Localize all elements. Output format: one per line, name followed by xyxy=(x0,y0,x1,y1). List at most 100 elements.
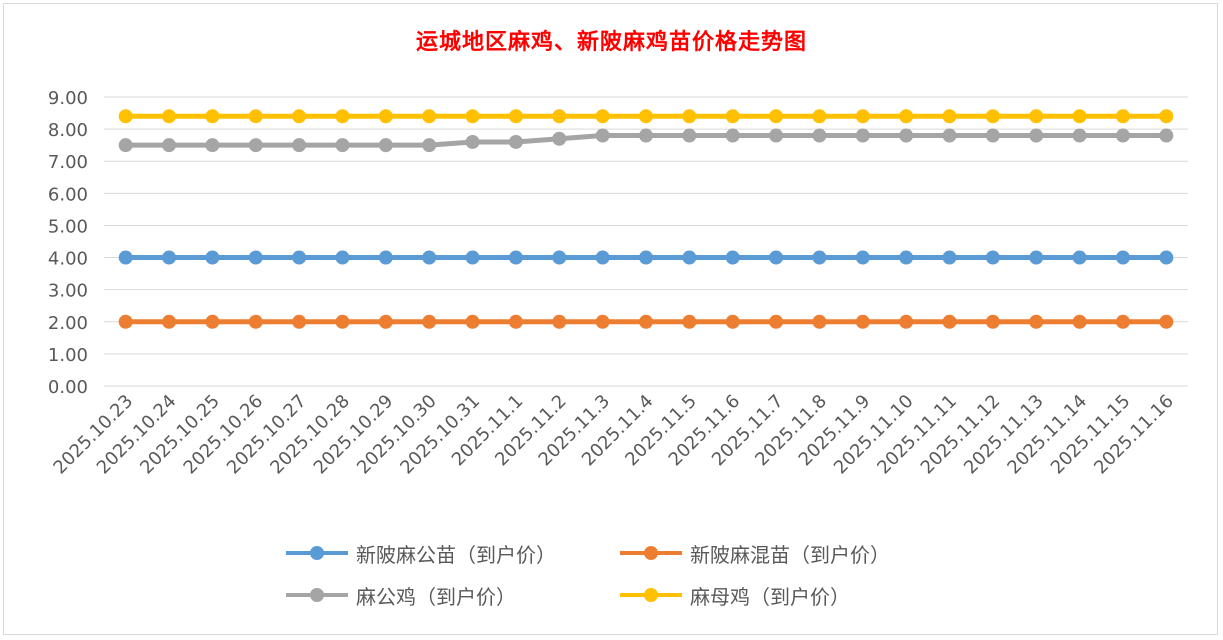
data-point xyxy=(942,128,957,143)
data-point xyxy=(812,250,827,265)
data-point xyxy=(292,138,307,153)
data-point xyxy=(725,250,740,265)
data-point xyxy=(1115,109,1130,124)
data-point xyxy=(552,250,567,265)
data-point xyxy=(769,109,784,124)
legend-label: 新陂麻混苗（到户价） xyxy=(690,542,890,567)
data-point xyxy=(899,128,914,143)
data-point xyxy=(595,314,610,329)
data-point xyxy=(1072,314,1087,329)
data-point xyxy=(1159,128,1174,143)
data-point xyxy=(985,250,1000,265)
data-point xyxy=(812,314,827,329)
data-point xyxy=(162,314,177,329)
data-point xyxy=(248,138,263,153)
legend-swatch xyxy=(286,580,348,610)
data-point xyxy=(508,134,523,149)
data-point xyxy=(422,138,437,153)
legend-item: 新陂麻公苗（到户价） xyxy=(286,538,616,568)
data-point xyxy=(985,109,1000,124)
data-point xyxy=(942,314,957,329)
data-point xyxy=(812,109,827,124)
legend-swatch xyxy=(620,580,682,610)
data-point xyxy=(552,131,567,146)
data-point xyxy=(118,314,133,329)
data-point xyxy=(855,250,870,265)
data-point xyxy=(639,128,653,143)
y-tick-label: 2.00 xyxy=(48,313,88,334)
data-point xyxy=(552,109,567,124)
data-point xyxy=(465,250,480,265)
data-point xyxy=(1115,128,1130,143)
data-point xyxy=(1115,314,1130,329)
y-tick-label: 4.00 xyxy=(48,249,88,270)
data-point xyxy=(1115,250,1130,265)
y-tick-label: 8.00 xyxy=(48,120,88,141)
data-point xyxy=(1072,128,1087,143)
data-point xyxy=(205,250,220,265)
data-point xyxy=(899,314,914,329)
data-point xyxy=(639,109,653,124)
data-point xyxy=(378,250,393,265)
legend-swatch xyxy=(286,538,348,568)
data-point xyxy=(595,128,610,143)
data-point xyxy=(639,250,653,265)
data-point xyxy=(1159,250,1174,265)
legend-swatch xyxy=(620,538,682,568)
data-point xyxy=(985,128,1000,143)
legend-item: 麻公鸡（到户价） xyxy=(286,580,616,610)
data-point xyxy=(769,314,784,329)
data-point xyxy=(422,109,437,124)
data-point xyxy=(378,314,393,329)
data-point xyxy=(855,314,870,329)
legend-label: 新陂麻公苗（到户价） xyxy=(356,542,556,567)
data-point xyxy=(1029,109,1044,124)
chart-frame xyxy=(3,3,1218,635)
data-point xyxy=(1072,109,1087,124)
data-point xyxy=(855,128,870,143)
data-point xyxy=(292,109,307,124)
legend-label: 麻母鸡（到户价） xyxy=(690,584,850,609)
data-point xyxy=(465,109,480,124)
data-point xyxy=(118,109,133,124)
data-point xyxy=(118,138,133,153)
chart-title: 运城地区麻鸡、新陂麻鸡苗价格走势图 xyxy=(415,29,807,55)
data-point xyxy=(292,250,307,265)
data-point xyxy=(205,138,220,153)
data-point xyxy=(205,314,220,329)
data-point xyxy=(899,109,914,124)
data-point xyxy=(725,314,740,329)
legend-item: 新陂麻混苗（到户价） xyxy=(620,538,950,568)
data-point xyxy=(248,314,263,329)
data-point xyxy=(682,250,697,265)
data-point xyxy=(508,314,523,329)
data-point xyxy=(335,314,350,329)
data-point xyxy=(769,128,784,143)
data-point xyxy=(595,109,610,124)
y-tick-label: 9.00 xyxy=(48,88,88,109)
data-point xyxy=(682,109,697,124)
data-point xyxy=(1029,128,1044,143)
data-point xyxy=(335,138,350,153)
data-point xyxy=(1029,314,1044,329)
data-point xyxy=(162,109,177,124)
data-point xyxy=(335,109,350,124)
data-point xyxy=(552,314,567,329)
data-point xyxy=(812,128,827,143)
chart-legend: 新陂麻公苗（到户价） 新陂麻混苗（到户价） 麻公鸡（到户价） 麻母鸡（到户价） xyxy=(286,538,986,610)
y-tick-label: 7.00 xyxy=(48,152,88,173)
legend-item: 麻母鸡（到户价） xyxy=(620,580,950,610)
data-point xyxy=(1029,250,1044,265)
data-point xyxy=(942,250,957,265)
data-point xyxy=(855,109,870,124)
data-point xyxy=(422,250,437,265)
data-point xyxy=(335,250,350,265)
data-point xyxy=(292,314,307,329)
data-point xyxy=(769,250,784,265)
data-point xyxy=(465,314,480,329)
data-point xyxy=(595,250,610,265)
data-point xyxy=(378,109,393,124)
data-point xyxy=(422,314,437,329)
y-tick-label: 3.00 xyxy=(48,281,88,302)
